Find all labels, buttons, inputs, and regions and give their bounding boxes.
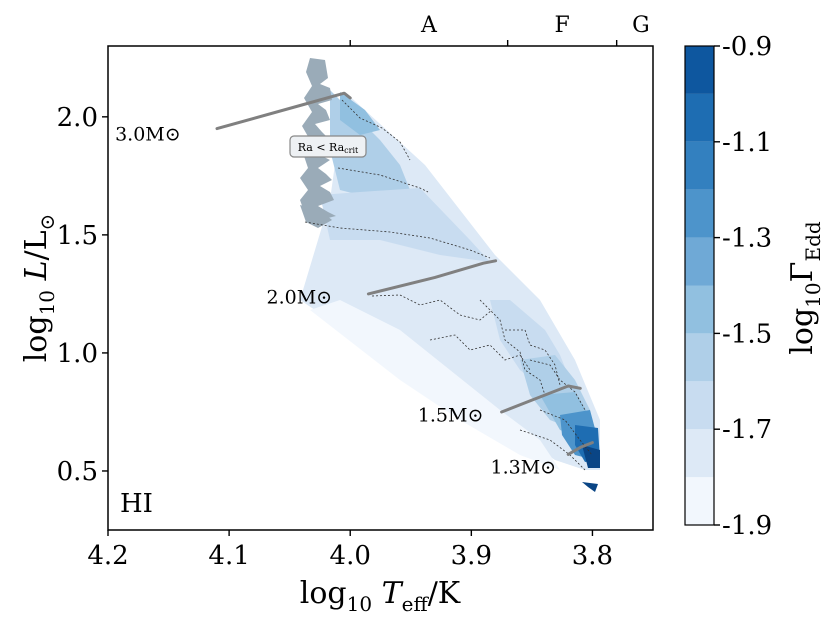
- contour-line: [519, 429, 586, 471]
- contour-lines: [304, 99, 593, 471]
- x-axis-label: log10 Teff/K: [300, 576, 461, 616]
- contour-band: [340, 92, 380, 135]
- contour-line: [337, 167, 429, 193]
- mass-label: 3.0M⊙: [115, 123, 181, 145]
- contour-band: [310, 300, 560, 470]
- x-tick-label: 3.8: [572, 541, 613, 571]
- contour-line: [429, 334, 531, 371]
- spectral-type-label: G: [632, 13, 650, 38]
- colorbar-tick-label: -1.3: [722, 224, 772, 254]
- spectral-type-label: F: [555, 13, 570, 38]
- colorbar-label: log10ΓEdd: [785, 221, 825, 355]
- y-tick-label: 2.0: [57, 103, 98, 133]
- y-axis-label: log10 L/L⊙: [19, 214, 59, 363]
- contour-band: [582, 445, 600, 468]
- x-axis-ticks: 4.2 4.1 4.0 3.9 3.8: [87, 530, 613, 571]
- colorbar-band: [685, 46, 714, 94]
- colorbar-band: [685, 429, 714, 478]
- spectral-type-label: A: [420, 13, 438, 38]
- panel-label: HI: [120, 489, 153, 519]
- y-tick-label: 0.5: [57, 457, 98, 487]
- track-1.3msun: [566, 441, 594, 456]
- colorbar-band: [685, 333, 714, 382]
- contour-fills: [300, 58, 600, 492]
- ra-annotation: Ra < Racrit: [289, 135, 367, 158]
- colorbar-tick-label: -1.9: [722, 511, 772, 541]
- mass-label: 1.3M⊙: [491, 456, 557, 478]
- colorbar-tick-label: -1.5: [722, 319, 772, 349]
- contour-band: [582, 482, 598, 492]
- unstable-region: [300, 205, 332, 228]
- contour-line: [505, 329, 561, 386]
- svg-text:Ra < Racrit: Ra < Racrit: [298, 141, 359, 155]
- colorbar-band: [685, 381, 714, 430]
- contour-line: [341, 99, 411, 161]
- x-tick-label: 4.1: [208, 541, 249, 571]
- y-tick-label: 1.0: [57, 339, 98, 369]
- contour-line: [371, 294, 493, 321]
- mass-label: 1.5M⊙: [418, 404, 484, 426]
- y-axis-ticks: 0.5 1.0 1.5 2.0: [57, 103, 108, 487]
- colorbar-band: [685, 93, 714, 142]
- plot-frame: [107, 45, 654, 531]
- contour-line: [479, 299, 546, 396]
- mass-label: 2.0M⊙: [267, 286, 333, 308]
- mass-labels: 3.0M⊙ 2.0M⊙ 1.5M⊙ 1.3M⊙: [115, 123, 556, 478]
- evolution-tracks: [215, 91, 594, 456]
- colorbar-tick-label: -1.7: [722, 415, 772, 445]
- track-1.5msun: [500, 384, 582, 414]
- y-tick-label: 1.5: [57, 221, 98, 251]
- contour-line: [304, 221, 491, 259]
- colorbar-band: [685, 189, 714, 238]
- x-tick-label: 4.2: [87, 541, 128, 571]
- colorbar-band: [685, 477, 714, 525]
- track-2msun: [366, 259, 498, 296]
- x-tick-label: 3.9: [451, 541, 492, 571]
- colorbar-tick-label: -0.9: [722, 32, 772, 62]
- colorbar-band: [685, 285, 714, 334]
- colorbar: -0.9 -1.1 -1.3 -1.5 -1.7 -1.9: [684, 32, 772, 541]
- x-tick-label: 4.0: [330, 541, 371, 571]
- contour-line: [529, 359, 586, 411]
- contour-line: [539, 409, 593, 456]
- colorbar-band: [685, 141, 714, 190]
- colorbar-tick-label: -1.1: [722, 128, 772, 158]
- colorbar-frame: [684, 45, 715, 526]
- colorbar-band: [685, 237, 714, 286]
- track-3msun: [215, 91, 352, 131]
